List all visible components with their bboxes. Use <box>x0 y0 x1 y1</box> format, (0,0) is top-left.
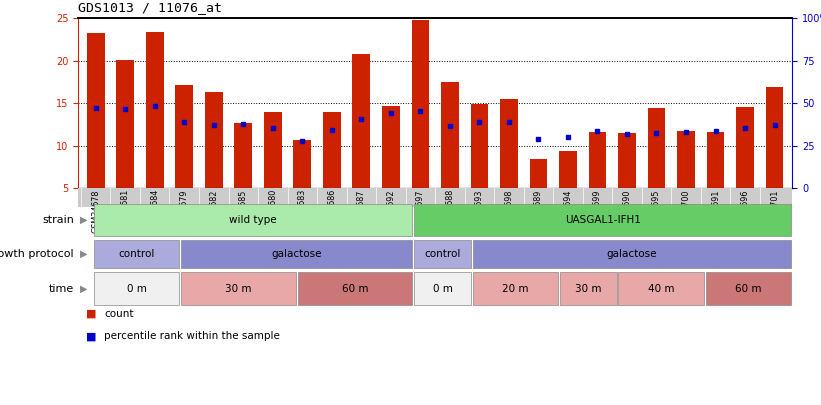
Bar <box>736 107 754 188</box>
Bar <box>706 273 791 305</box>
Bar <box>94 273 179 305</box>
Bar <box>766 87 783 188</box>
Bar <box>298 273 412 305</box>
Bar <box>473 273 558 305</box>
Text: GSM34687: GSM34687 <box>357 189 366 232</box>
Bar <box>181 273 296 305</box>
Text: ▶: ▶ <box>80 215 87 225</box>
Bar <box>473 240 791 269</box>
Bar <box>530 159 548 188</box>
Text: GSM34696: GSM34696 <box>741 189 750 232</box>
Text: GSM34699: GSM34699 <box>593 189 602 233</box>
Text: GSM34683: GSM34683 <box>298 189 307 232</box>
Text: ■: ■ <box>86 331 97 341</box>
Bar <box>500 99 518 188</box>
Text: GSM34693: GSM34693 <box>475 189 484 232</box>
Text: GSM34685: GSM34685 <box>239 189 248 232</box>
Bar <box>618 133 635 188</box>
Text: GDS1013 / 11076_at: GDS1013 / 11076_at <box>78 1 222 14</box>
Bar <box>352 54 370 188</box>
Text: 30 m: 30 m <box>575 284 602 294</box>
Text: ■: ■ <box>86 309 97 319</box>
Bar <box>677 131 695 188</box>
Bar <box>618 273 704 305</box>
Bar <box>382 106 400 188</box>
Bar <box>415 273 470 305</box>
Text: GSM34697: GSM34697 <box>416 189 425 233</box>
Text: GSM34692: GSM34692 <box>387 189 396 233</box>
Text: control: control <box>118 249 154 259</box>
Bar <box>176 85 193 188</box>
Text: wild type: wild type <box>229 215 277 225</box>
Bar <box>589 132 607 188</box>
Text: count: count <box>104 309 134 319</box>
Text: growth protocol: growth protocol <box>0 249 74 259</box>
Bar <box>264 112 282 188</box>
Bar <box>415 240 470 269</box>
Bar <box>707 132 724 188</box>
Text: GSM34698: GSM34698 <box>504 189 513 232</box>
Text: 0 m: 0 m <box>433 284 452 294</box>
Text: galactose: galactose <box>607 249 658 259</box>
Bar <box>560 273 617 305</box>
Text: 30 m: 30 m <box>225 284 252 294</box>
Text: GSM34700: GSM34700 <box>681 189 690 232</box>
Bar <box>146 32 163 188</box>
Text: GSM34680: GSM34680 <box>268 189 277 232</box>
Text: percentile rank within the sample: percentile rank within the sample <box>104 331 280 341</box>
Bar <box>117 60 134 188</box>
Text: GSM34695: GSM34695 <box>652 189 661 233</box>
Bar <box>441 82 459 188</box>
Bar <box>181 240 412 269</box>
Text: 60 m: 60 m <box>736 284 762 294</box>
Bar <box>94 204 412 236</box>
Text: GSM34691: GSM34691 <box>711 189 720 232</box>
Text: GSM34678: GSM34678 <box>91 189 100 232</box>
Text: 20 m: 20 m <box>502 284 529 294</box>
Text: ▶: ▶ <box>80 249 87 259</box>
Bar <box>411 20 429 188</box>
Text: GSM34701: GSM34701 <box>770 189 779 232</box>
Text: GSM34690: GSM34690 <box>622 189 631 232</box>
Text: ▶: ▶ <box>80 284 87 294</box>
Text: strain: strain <box>42 215 74 225</box>
Bar <box>470 104 488 188</box>
Text: GSM34679: GSM34679 <box>180 189 189 233</box>
Text: GSM34684: GSM34684 <box>150 189 159 232</box>
Text: 60 m: 60 m <box>342 284 369 294</box>
Bar <box>205 92 222 188</box>
Text: GSM34682: GSM34682 <box>209 189 218 232</box>
Bar <box>235 123 252 188</box>
Bar <box>648 108 665 188</box>
Text: 40 m: 40 m <box>648 284 674 294</box>
Bar <box>87 33 104 188</box>
Text: UASGAL1-IFH1: UASGAL1-IFH1 <box>565 215 640 225</box>
Text: GSM34686: GSM34686 <box>328 189 337 232</box>
Bar <box>293 140 311 188</box>
Text: GSM34688: GSM34688 <box>445 189 454 232</box>
Text: time: time <box>48 284 74 294</box>
Bar <box>94 240 179 269</box>
Bar <box>323 112 341 188</box>
Text: 0 m: 0 m <box>126 284 146 294</box>
Text: control: control <box>424 249 461 259</box>
Text: GSM34681: GSM34681 <box>121 189 130 232</box>
Bar <box>415 204 791 236</box>
Text: GSM34689: GSM34689 <box>534 189 543 232</box>
Bar <box>559 151 577 188</box>
Text: galactose: galactose <box>272 249 322 259</box>
Text: GSM34694: GSM34694 <box>563 189 572 232</box>
